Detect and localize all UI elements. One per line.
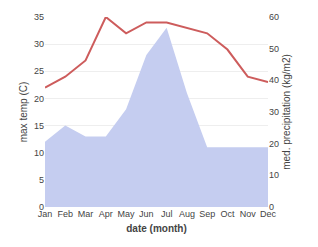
svg-text:0: 0 [269, 202, 274, 212]
svg-text:20: 20 [34, 94, 44, 104]
svg-text:50: 50 [269, 44, 279, 54]
svg-text:0: 0 [39, 202, 44, 212]
svg-text:60: 60 [269, 12, 279, 22]
svg-text:Sep: Sep [199, 209, 215, 219]
svg-text:25: 25 [34, 66, 44, 76]
svg-text:Aug: Aug [179, 209, 195, 219]
svg-text:max temp (C): max temp (C) [18, 82, 29, 143]
svg-text:40: 40 [269, 75, 279, 85]
svg-text:May: May [118, 209, 136, 219]
svg-text:Jun: Jun [139, 209, 154, 219]
svg-text:Apr: Apr [99, 209, 113, 219]
svg-text:Nov: Nov [240, 209, 257, 219]
svg-text:Jul: Jul [161, 209, 173, 219]
svg-text:10: 10 [34, 148, 44, 158]
svg-text:15: 15 [34, 121, 44, 131]
svg-text:5: 5 [39, 175, 44, 185]
svg-text:30: 30 [34, 39, 44, 49]
svg-text:med. precipitation (kg/m2): med. precipitation (kg/m2) [281, 54, 292, 170]
svg-text:date (month): date (month) [126, 223, 187, 234]
svg-text:Mar: Mar [78, 209, 94, 219]
svg-text:10: 10 [269, 170, 279, 180]
svg-text:20: 20 [269, 139, 279, 149]
svg-text:Oct: Oct [220, 209, 235, 219]
svg-text:Jan: Jan [38, 209, 53, 219]
svg-text:Feb: Feb [58, 209, 74, 219]
svg-text:35: 35 [34, 12, 44, 22]
svg-text:Dec: Dec [260, 209, 277, 219]
svg-text:30: 30 [269, 107, 279, 117]
